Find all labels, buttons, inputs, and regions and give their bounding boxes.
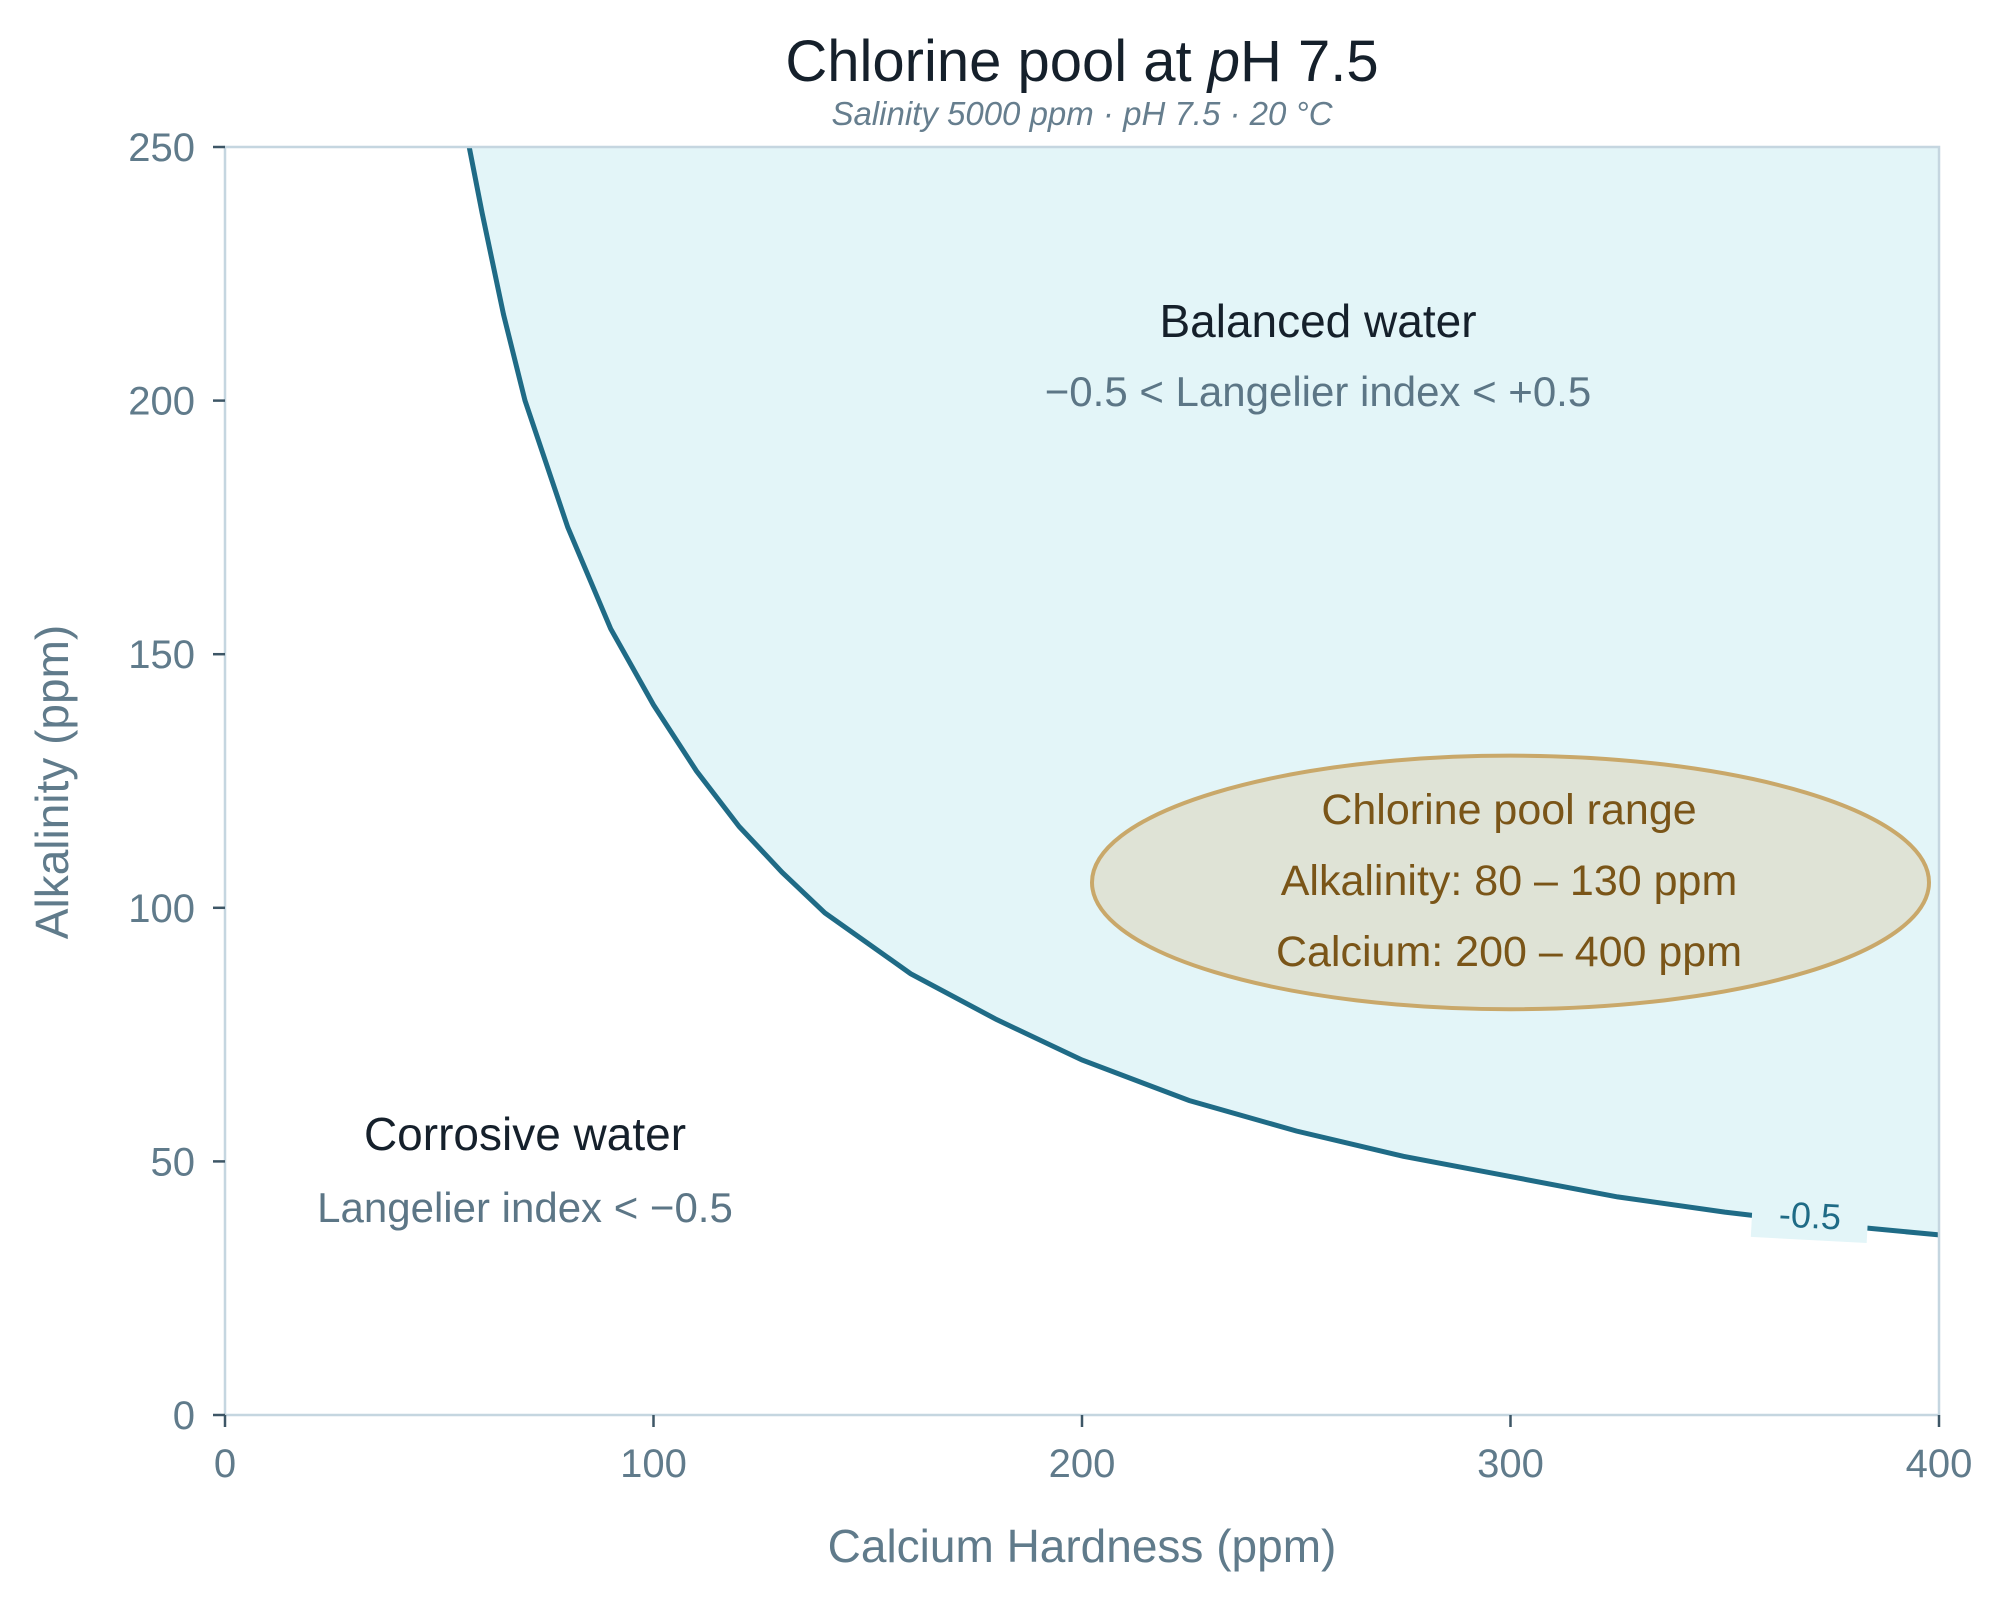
chart-subtitle: Salinity 5000 ppm · pH 7.5 · 20 °C bbox=[831, 95, 1333, 132]
y-tick-label: 200 bbox=[128, 380, 195, 424]
balanced-region-subtitle: −0.5 < Langelier index < +0.5 bbox=[1045, 368, 1591, 415]
y-tick-label: 250 bbox=[128, 126, 195, 170]
contour-line bbox=[466, 146, 1940, 1238]
x-tick-label: 0 bbox=[214, 1442, 236, 1486]
corrosive-region-subtitle: Langelier index < −0.5 bbox=[317, 1184, 733, 1231]
contour-label: -0.5 bbox=[1778, 1193, 1842, 1237]
chart-title: Chlorine pool at pH 7.5 bbox=[785, 29, 1378, 94]
y-tick-label: 150 bbox=[128, 633, 195, 677]
x-tick-label: 100 bbox=[620, 1442, 687, 1486]
y-axis-label: Alkalinity (ppm) bbox=[26, 625, 78, 939]
y-axis-ticks: 0 50 100 150 200 250 bbox=[128, 126, 225, 1438]
range-alkalinity: Alkalinity: 80 – 130 ppm bbox=[1281, 857, 1738, 905]
contour-label-background bbox=[1750, 1187, 1870, 1244]
chart-title-group: Chlorine pool at pH 7.5 Salinity 5000 pp… bbox=[785, 29, 1378, 132]
region-labels: Balanced water −0.5 < Langelier index < … bbox=[317, 295, 1742, 1231]
range-title: Chlorine pool range bbox=[1321, 786, 1696, 834]
x-tick-label: 300 bbox=[1477, 1442, 1544, 1486]
chlorine-pool-range-ellipse bbox=[1090, 753, 1931, 1012]
x-axis-label: Calcium Hardness (ppm) bbox=[828, 1520, 1337, 1572]
corrosive-region-title: Corrosive water bbox=[364, 1108, 686, 1160]
x-axis-ticks: 0 100 200 300 400 bbox=[214, 1415, 1973, 1486]
y-tick-label: 50 bbox=[151, 1140, 196, 1184]
x-tick-label: 200 bbox=[1049, 1442, 1116, 1486]
x-tick-label: 400 bbox=[1906, 1442, 1973, 1486]
balanced-region-title: Balanced water bbox=[1159, 295, 1476, 347]
y-tick-label: 100 bbox=[128, 887, 195, 931]
y-tick-label: 0 bbox=[173, 1394, 195, 1438]
range-calcium: Calcium: 200 – 400 ppm bbox=[1276, 928, 1742, 976]
